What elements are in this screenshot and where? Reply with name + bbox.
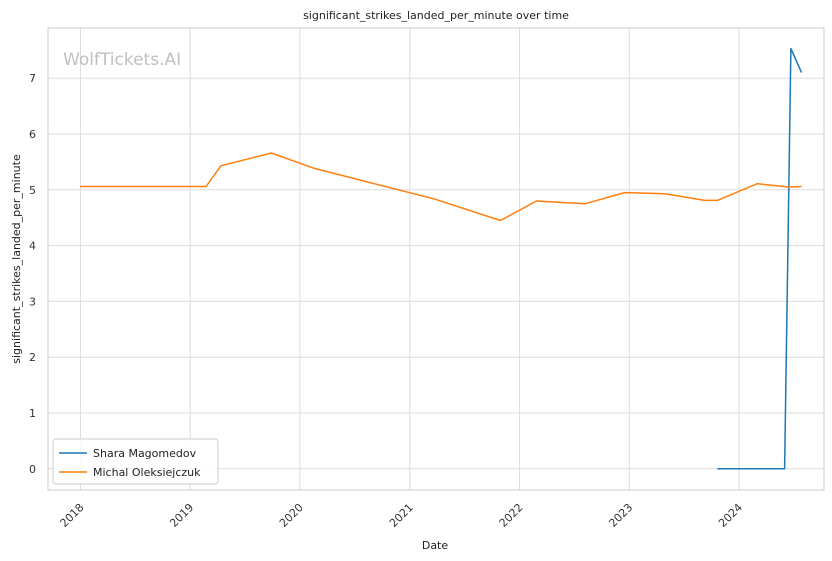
x-tick-label: 2024 — [716, 501, 745, 530]
y-tick-label: 7 — [29, 72, 36, 85]
y-tick-label: 5 — [29, 184, 36, 197]
y-axis-label: significant_strikes_landed_per_minute — [10, 154, 23, 364]
chart-title: significant_strikes_landed_per_minute ov… — [303, 9, 569, 22]
x-tick-label: 2022 — [497, 501, 526, 530]
y-tick-labels: 0 1 2 3 4 5 6 7 — [29, 72, 36, 476]
x-axis-label: Date — [422, 539, 449, 552]
x-tick-label: 2023 — [606, 501, 635, 530]
series-lines — [79, 47, 803, 470]
x-tick-label: 2019 — [167, 501, 196, 530]
y-tick-label: 4 — [29, 240, 36, 253]
legend: Shara Magomedov Michal Oleksiejczuk — [52, 438, 219, 485]
x-tick-label: 2018 — [58, 501, 87, 530]
y-tick-label: 6 — [29, 128, 36, 141]
y-tick-label: 1 — [29, 407, 36, 420]
grid — [48, 28, 824, 490]
x-tick-label: 2021 — [387, 501, 416, 530]
series-line-michal-oleksiejczuk — [79, 152, 802, 222]
legend-box — [52, 438, 219, 485]
watermark: WolfTickets.AI — [63, 50, 181, 70]
y-tick-label: 0 — [29, 463, 36, 476]
legend-label-shara-magomedov: Shara Magomedov — [93, 447, 197, 460]
y-tick-label: 2 — [29, 351, 36, 364]
legend-label-michal-oleksiejczuk: Michal Oleksiejczuk — [93, 466, 201, 479]
plot-area — [47, 27, 825, 491]
x-tick-labels: 2018 2019 2020 2021 2022 2023 2024 — [58, 501, 745, 530]
y-tick-label: 3 — [29, 295, 36, 308]
series-line-shara-magomedov — [717, 47, 803, 470]
x-tick-label: 2020 — [277, 501, 306, 530]
